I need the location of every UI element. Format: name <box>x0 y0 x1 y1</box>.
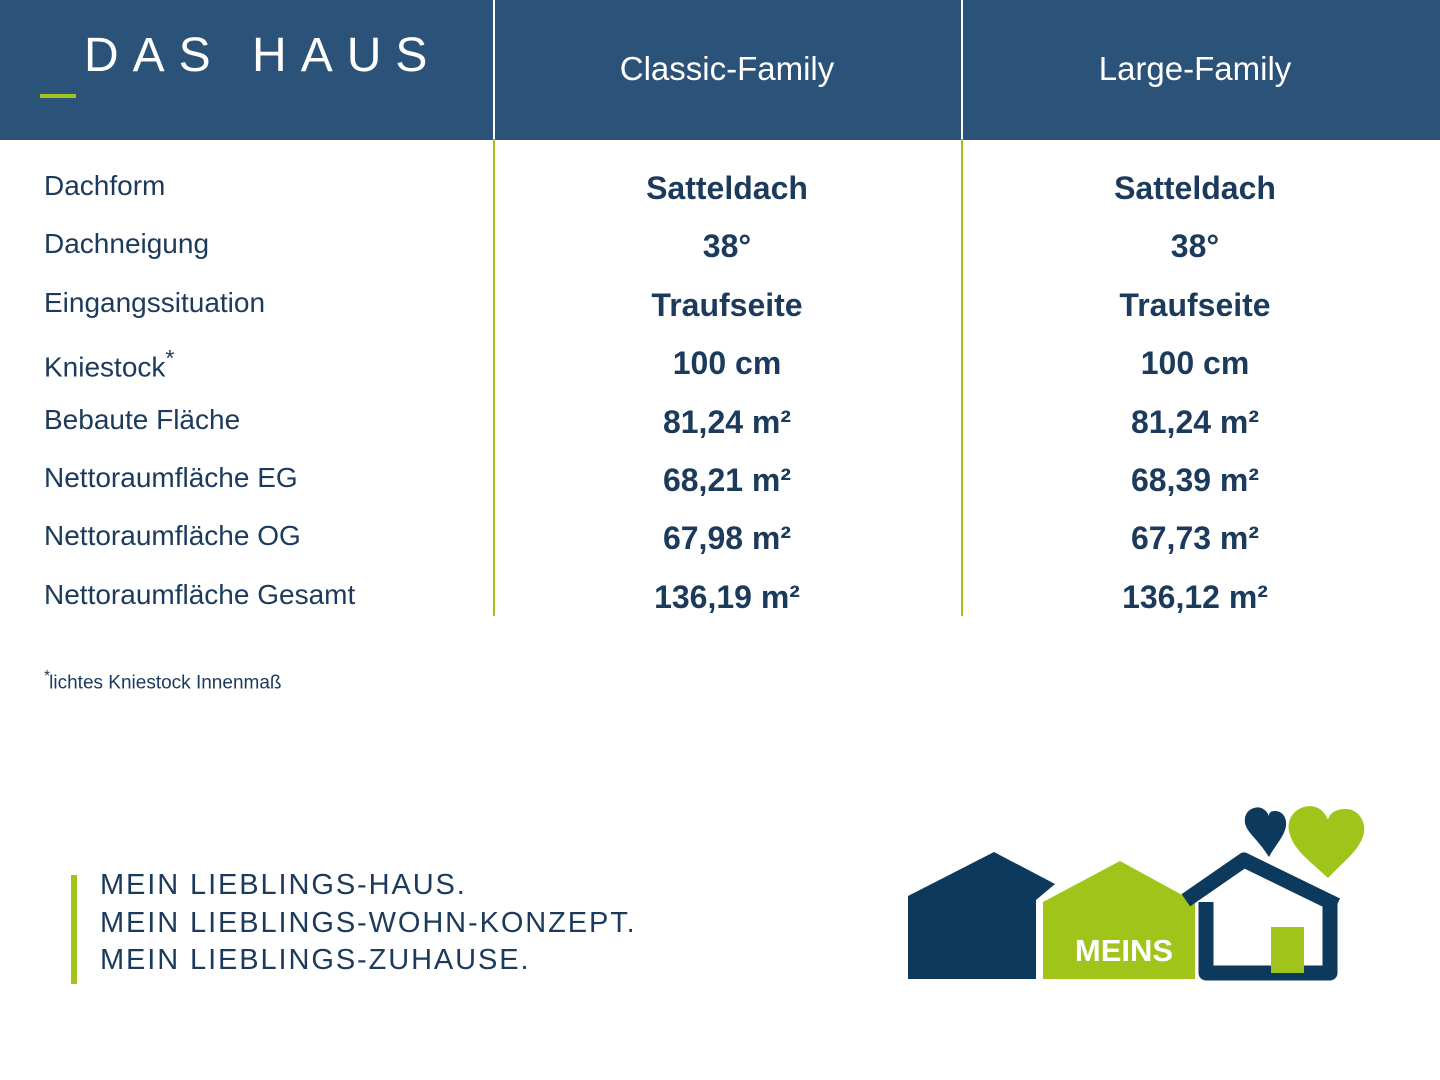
svg-text:MEINS: MEINS <box>1075 933 1173 968</box>
